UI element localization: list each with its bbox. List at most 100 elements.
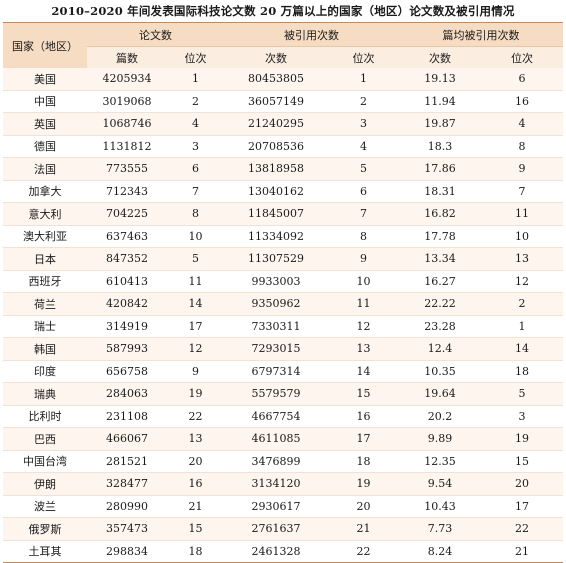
country-cell: 中国 [3,90,87,113]
avg-value-cell: 9.54 [399,472,481,496]
country-cell: 意大利 [3,202,87,226]
citations-rank-cell: 14 [328,360,399,383]
header-country: 国家（地区） [3,22,87,68]
citations-count-cell: 20708536 [224,135,328,158]
table-row: 瑞典 284063 19 5579579 15 19.64 5 [3,382,563,406]
citations-rank-cell: 10 [328,270,399,293]
papers-count-cell: 1131812 [87,135,167,158]
citations-count-cell: 7293015 [224,337,328,361]
country-cell: 瑞士 [3,315,87,338]
citations-rank-cell: 21 [328,517,399,541]
citations-count-cell: 2461328 [224,540,328,563]
citations-count-cell: 80453805 [224,68,328,91]
citations-rank-cell: 6 [328,180,399,203]
citations-count-cell: 6797314 [224,360,328,383]
avg-rank-cell: 9 [481,157,563,181]
papers-count-cell: 610413 [87,270,167,293]
country-cell: 瑞典 [3,382,87,406]
citations-count-cell: 5579579 [224,382,328,406]
table-row: 法国 773555 6 13818958 5 17.86 9 [3,157,563,181]
table-row: 土耳其 298834 18 2461328 22 8.24 21 [3,540,563,563]
country-cell: 中国台湾 [3,450,87,473]
papers-count-cell: 281521 [87,450,167,473]
papers-count-cell: 466067 [87,427,167,451]
avg-value-cell: 19.87 [399,112,481,136]
papers-rank-cell: 18 [167,540,224,563]
citations-rank-cell: 22 [328,540,399,563]
citations-count-cell: 11334092 [224,225,328,248]
avg-value-cell: 13.34 [399,247,481,271]
avg-value-cell: 19.64 [399,382,481,406]
avg-value-cell: 19.13 [399,68,481,91]
country-cell: 韩国 [3,337,87,361]
header-papers-count: 篇数 [87,46,167,68]
papers-count-cell: 328477 [87,472,167,496]
header-citations-count: 次数 [224,46,328,68]
avg-rank-cell: 4 [481,112,563,136]
citations-rank-cell: 20 [328,495,399,518]
avg-rank-cell: 16 [481,90,563,113]
papers-rank-cell: 12 [167,337,224,361]
papers-count-cell: 712343 [87,180,167,203]
avg-value-cell: 16.82 [399,202,481,226]
papers-rank-cell: 19 [167,382,224,406]
table-row: 俄罗斯 357473 15 2761637 21 7.73 22 [3,517,563,541]
avg-value-cell: 18.31 [399,180,481,203]
papers-count-cell: 298834 [87,540,167,563]
avg-rank-cell: 12 [481,270,563,293]
citations-count-cell: 9933003 [224,270,328,293]
country-cell: 巴西 [3,427,87,451]
citations-count-cell: 13818958 [224,157,328,181]
country-cell: 西班牙 [3,270,87,293]
papers-count-cell: 1068746 [87,112,167,136]
table-row: 荷兰 420842 14 9350962 11 22.22 2 [3,292,563,316]
avg-value-cell: 23.28 [399,315,481,338]
citations-count-cell: 11845007 [224,202,328,226]
avg-value-cell: 8.24 [399,540,481,563]
country-cell: 德国 [3,135,87,158]
avg-rank-cell: 21 [481,540,563,563]
citations-count-cell: 2761637 [224,517,328,541]
header-papers-group: 论文数 [87,22,224,47]
citations-rank-cell: 12 [328,315,399,338]
avg-rank-cell: 13 [481,247,563,271]
citations-rank-cell: 18 [328,450,399,473]
table-row: 西班牙 610413 11 9933003 10 16.27 12 [3,270,563,293]
avg-value-cell: 17.86 [399,157,481,181]
citations-rank-cell: 1 [328,68,399,91]
table-row: 美国 4205934 1 80453805 1 19.13 6 [3,68,563,91]
avg-rank-cell: 20 [481,472,563,496]
citations-count-cell: 7330311 [224,315,328,338]
papers-rank-cell: 22 [167,405,224,428]
header-avg-value: 次数 [399,46,481,68]
table-row: 印度 656758 9 6797314 14 10.35 18 [3,360,563,383]
avg-rank-cell: 5 [481,382,563,406]
papers-count-cell: 231108 [87,405,167,428]
citations-count-cell: 3476899 [224,450,328,473]
citations-rank-cell: 4 [328,135,399,158]
table-row: 比利时 231108 22 4667754 16 20.2 3 [3,405,563,428]
papers-count-cell: 284063 [87,382,167,406]
avg-rank-cell: 8 [481,135,563,158]
papers-rank-cell: 14 [167,292,224,316]
citations-count-cell: 36057149 [224,90,328,113]
papers-rank-cell: 1 [167,68,224,91]
table-body: 美国 4205934 1 80453805 1 19.13 6 中国 3019068 2 36057… [3,68,563,563]
avg-rank-cell: 3 [481,405,563,428]
avg-value-cell: 17.78 [399,225,481,248]
citations-rank-cell: 15 [328,382,399,406]
papers-count-cell: 280990 [87,495,167,518]
citations-count-cell: 9350962 [224,292,328,316]
papers-rank-cell: 15 [167,517,224,541]
avg-rank-cell: 2 [481,292,563,316]
papers-rank-cell: 6 [167,157,224,181]
table-row: 瑞士 314919 17 7330311 12 23.28 1 [3,315,563,338]
papers-rank-cell: 7 [167,180,224,203]
citations-count-cell: 4667754 [224,405,328,428]
papers-rank-cell: 17 [167,315,224,338]
table-row: 伊朗 328477 16 3134120 19 9.54 20 [3,472,563,496]
papers-count-cell: 656758 [87,360,167,383]
avg-value-cell: 9.89 [399,427,481,451]
country-cell: 法国 [3,157,87,181]
papers-count-cell: 637463 [87,225,167,248]
